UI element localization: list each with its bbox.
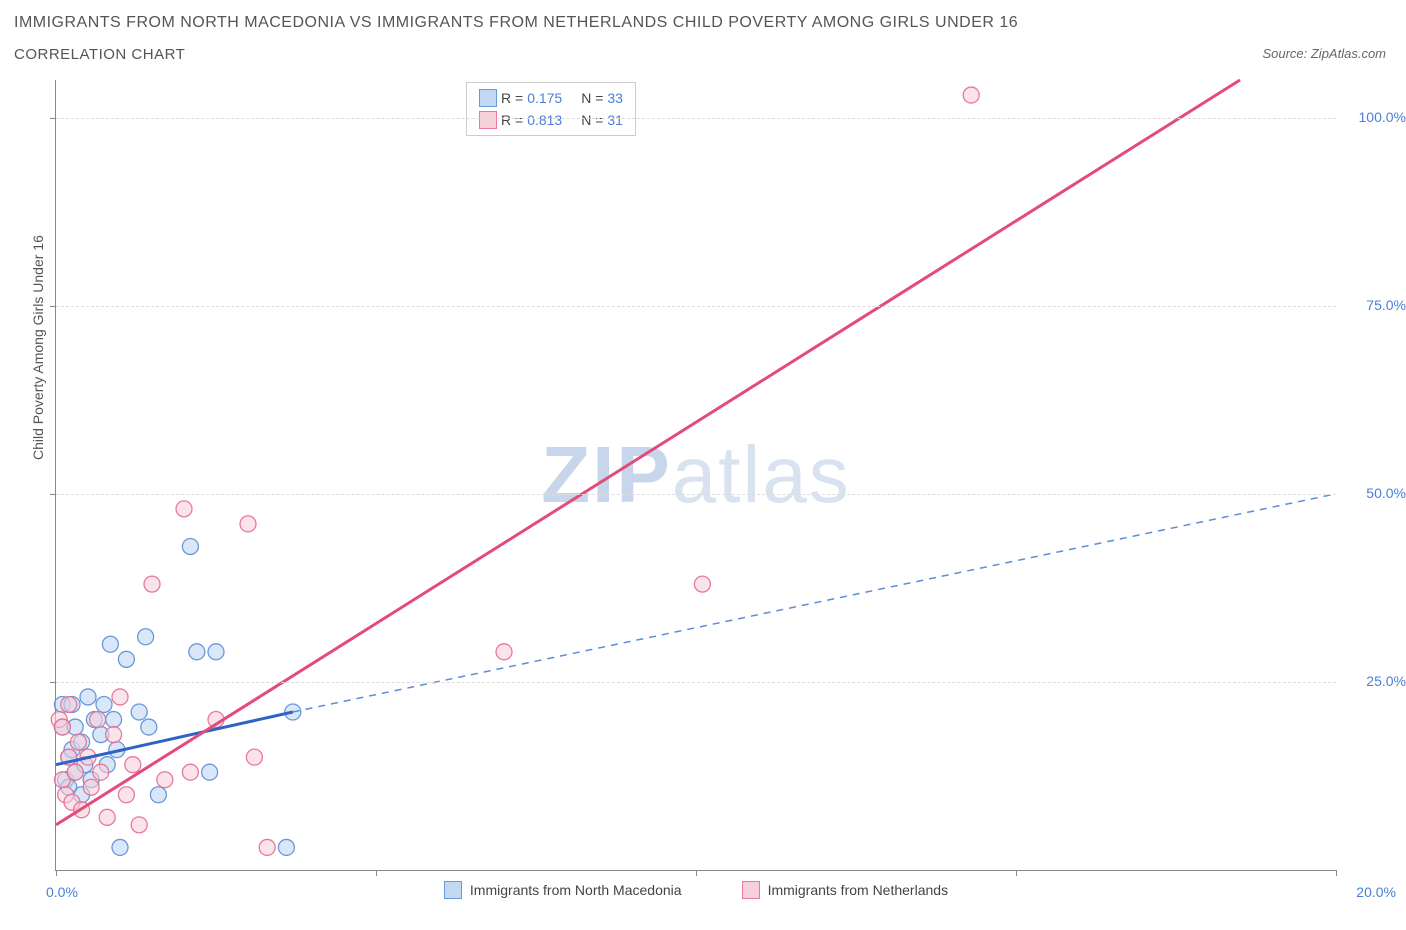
data-point bbox=[67, 764, 83, 780]
y-tick bbox=[50, 494, 56, 495]
data-point bbox=[112, 689, 128, 705]
data-point bbox=[176, 501, 192, 517]
page: IMMIGRANTS FROM NORTH MACEDONIA VS IMMIG… bbox=[0, 0, 1406, 930]
data-point bbox=[496, 644, 512, 660]
legend-item-netherlands: Immigrants from Netherlands bbox=[742, 881, 949, 899]
data-point bbox=[694, 576, 710, 592]
data-point bbox=[83, 779, 99, 795]
y-axis-label: Child Poverty Among Girls Under 16 bbox=[30, 235, 46, 460]
data-point bbox=[112, 839, 128, 855]
series-legend: Immigrants from North Macedonia Immigran… bbox=[56, 870, 1336, 910]
r-label: R = bbox=[501, 90, 523, 106]
plot-svg bbox=[56, 80, 1336, 870]
x-tick bbox=[376, 870, 377, 876]
swatch-macedonia-bottom bbox=[444, 881, 462, 899]
r-value-macedonia: 0.175 bbox=[527, 90, 577, 106]
n-value-macedonia: 33 bbox=[607, 90, 623, 106]
n-label: N = bbox=[581, 112, 603, 128]
legend-label-macedonia: Immigrants from North Macedonia bbox=[470, 882, 682, 898]
n-value-netherlands: 31 bbox=[607, 112, 623, 128]
y-tick-label: 50.0% bbox=[1346, 485, 1406, 501]
data-point bbox=[278, 839, 294, 855]
data-point bbox=[157, 772, 173, 788]
data-point bbox=[131, 704, 147, 720]
data-point bbox=[96, 696, 112, 712]
data-point bbox=[150, 787, 166, 803]
legend-row-macedonia: R = 0.175 N = 33 bbox=[479, 87, 623, 109]
legend-row-netherlands: R = 0.813 N = 31 bbox=[479, 109, 623, 131]
data-point bbox=[90, 712, 106, 728]
x-tick bbox=[56, 870, 57, 876]
x-tick bbox=[1336, 870, 1337, 876]
regression-line bbox=[56, 80, 1240, 825]
x-tick bbox=[1016, 870, 1017, 876]
chart-subtitle: CORRELATION CHART bbox=[14, 46, 185, 63]
data-point bbox=[141, 719, 157, 735]
r-value-netherlands: 0.813 bbox=[527, 112, 577, 128]
n-label: N = bbox=[581, 90, 603, 106]
swatch-netherlands-bottom bbox=[742, 881, 760, 899]
x-tick-label: 0.0% bbox=[46, 884, 78, 900]
data-point bbox=[259, 839, 275, 855]
y-tick-label: 75.0% bbox=[1346, 297, 1406, 313]
chart-plot-area: ZIPatlas R = 0.175 N = 33 R = 0.813 N = … bbox=[55, 80, 1336, 871]
chart-title: IMMIGRANTS FROM NORTH MACEDONIA VS IMMIG… bbox=[14, 14, 1018, 32]
data-point bbox=[106, 712, 122, 728]
data-point bbox=[138, 629, 154, 645]
data-point bbox=[202, 764, 218, 780]
data-point bbox=[93, 764, 109, 780]
gridline-h bbox=[56, 118, 1336, 119]
y-tick bbox=[50, 118, 56, 119]
y-tick-label: 25.0% bbox=[1346, 673, 1406, 689]
y-tick-label: 100.0% bbox=[1346, 109, 1406, 125]
data-point bbox=[54, 719, 70, 735]
data-point bbox=[182, 538, 198, 554]
data-point bbox=[125, 757, 141, 773]
r-label: R = bbox=[501, 112, 523, 128]
data-point bbox=[70, 734, 86, 750]
legend-item-macedonia: Immigrants from North Macedonia bbox=[444, 881, 682, 899]
gridline-h bbox=[56, 682, 1336, 683]
data-point bbox=[246, 749, 262, 765]
gridline-h bbox=[56, 306, 1336, 307]
y-tick bbox=[50, 682, 56, 683]
data-point bbox=[208, 644, 224, 660]
data-point bbox=[144, 576, 160, 592]
x-tick-label: 20.0% bbox=[1341, 884, 1396, 900]
gridline-h bbox=[56, 494, 1336, 495]
swatch-macedonia bbox=[479, 89, 497, 107]
data-point bbox=[963, 87, 979, 103]
data-point bbox=[102, 636, 118, 652]
data-point bbox=[182, 764, 198, 780]
data-point bbox=[80, 689, 96, 705]
correlation-legend: R = 0.175 N = 33 R = 0.813 N = 31 bbox=[466, 82, 636, 136]
regression-extrapolation bbox=[293, 494, 1336, 712]
data-point bbox=[118, 651, 134, 667]
swatch-netherlands bbox=[479, 111, 497, 129]
data-point bbox=[118, 787, 134, 803]
data-point bbox=[131, 817, 147, 833]
y-tick bbox=[50, 306, 56, 307]
legend-label-netherlands: Immigrants from Netherlands bbox=[768, 882, 949, 898]
data-point bbox=[106, 727, 122, 743]
data-point bbox=[240, 516, 256, 532]
data-point bbox=[61, 696, 77, 712]
data-point bbox=[189, 644, 205, 660]
data-point bbox=[99, 809, 115, 825]
x-tick bbox=[696, 870, 697, 876]
source-attribution: Source: ZipAtlas.com bbox=[1262, 46, 1386, 61]
